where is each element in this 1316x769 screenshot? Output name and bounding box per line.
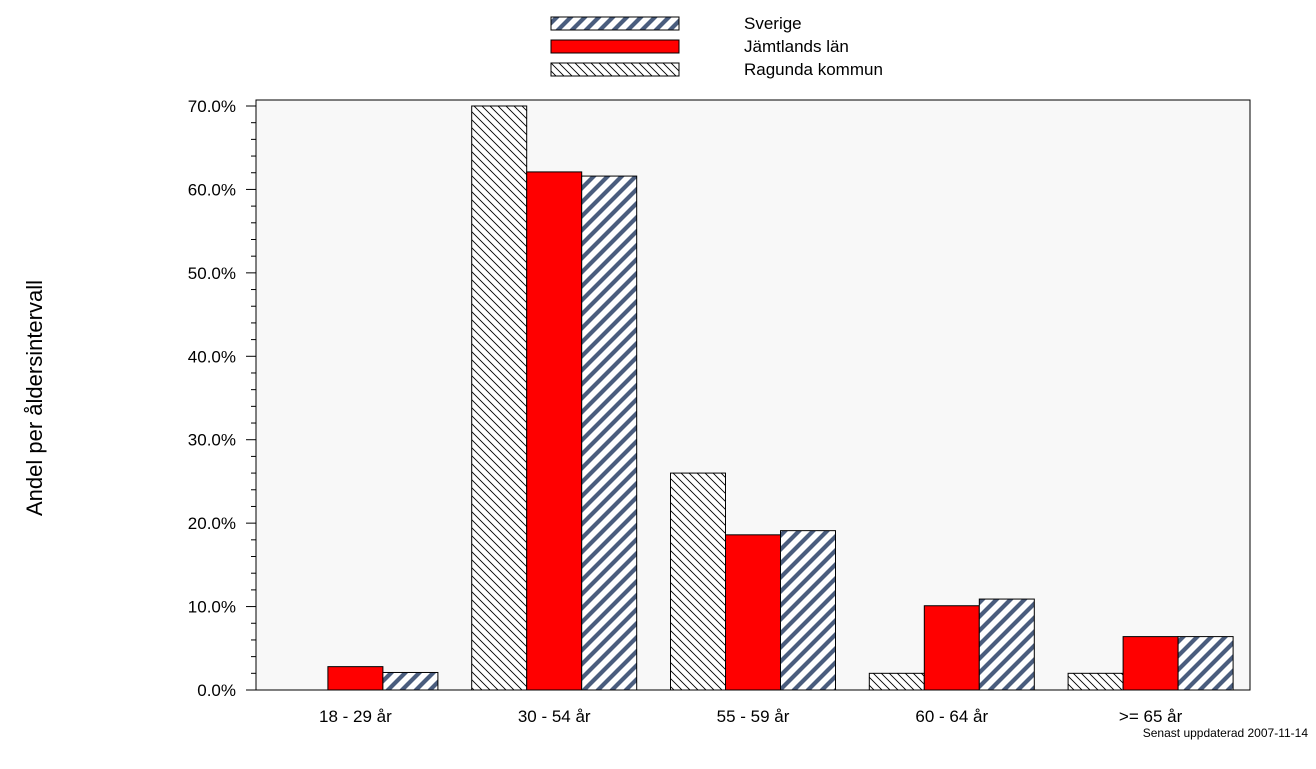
y-tick-label: 70.0%	[188, 97, 236, 116]
bar-sverige-1	[581, 175, 638, 691]
x-tick-label: >= 65 år	[1119, 707, 1183, 726]
bar-jamtlands-lan-3	[923, 605, 980, 691]
y-tick-label: 0.0%	[197, 681, 236, 700]
legend-swatch-sverige	[550, 16, 680, 31]
bar-jamtlands-lan-0	[327, 666, 384, 691]
y-tick-label: 40.0%	[188, 347, 236, 366]
bar-ragunda-kommun-4	[1067, 672, 1124, 691]
bar-jamtlands-lan-1	[526, 171, 583, 691]
legend-label-ragunda-kommun: Ragunda kommun	[744, 60, 883, 79]
bar-sverige-3	[978, 598, 1035, 691]
bar-jamtlands-lan-2	[725, 534, 781, 691]
legend-label-jamtlands-lan: Jämtlands län	[744, 37, 849, 56]
y-axis-label: Andel per åldersintervall	[22, 280, 47, 516]
legend-swatch-jamtlands-lan	[550, 39, 680, 54]
bar-sverige-0	[382, 671, 439, 691]
y-tick-label: 20.0%	[188, 514, 236, 533]
y-tick-label: 50.0%	[188, 264, 236, 283]
bars	[327, 105, 1234, 691]
x-axis: 18 - 29 år 30 - 54 år 55 - 59 år 60 - 64 år…	[319, 707, 1183, 726]
footnote: Senast uppdaterad 2007-11-14	[1143, 726, 1309, 740]
bar-jamtlands-lan-4	[1122, 636, 1179, 691]
legend-swatch-ragunda-kommun	[550, 62, 680, 77]
x-tick-label: 18 - 29 år	[319, 707, 392, 726]
y-tick-label: 10.0%	[188, 598, 236, 617]
x-tick-label: 30 - 54 år	[518, 707, 591, 726]
x-tick-label: 55 - 59 år	[717, 707, 790, 726]
y-axis: 0.0% 10.0% 20.0% 30.0% 40.0% 50.0% 60.0% 70.0%	[188, 97, 256, 700]
legend: Sverige Jämtlands län Ragunda kommun	[550, 14, 883, 79]
bar-ragunda-kommun-2	[670, 472, 726, 691]
bar-ragunda-kommun-3	[868, 672, 925, 691]
legend-label-sverige: Sverige	[744, 14, 802, 33]
y-tick-label: 60.0%	[188, 180, 236, 199]
bar-ragunda-kommun-1	[471, 105, 528, 691]
y-tick-label: 30.0%	[188, 431, 236, 450]
bar-sverige-2	[780, 530, 836, 691]
x-tick-label: 60 - 64 år	[915, 707, 988, 726]
bar-sverige-4	[1177, 636, 1234, 691]
